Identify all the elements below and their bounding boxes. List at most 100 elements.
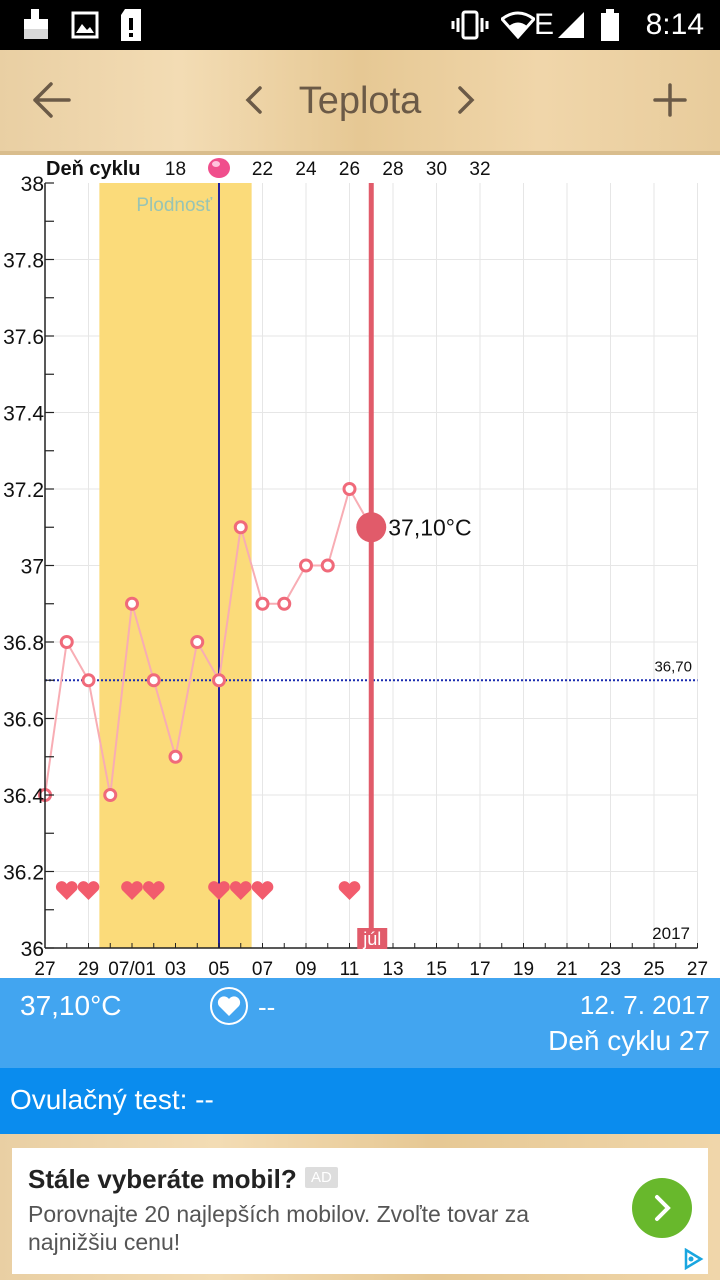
x-tick-label: 21 (556, 959, 577, 980)
x-tick-label: 27 (687, 959, 708, 980)
selected-date: 12. 7. 2017 (579, 990, 710, 1020)
cycle-day-label: Deň cyklu (46, 158, 140, 180)
ad-body[interactable]: Porovnajte 20 najlepších mobilov. Zvoľte… (28, 1201, 530, 1255)
ovulation-test-label: Ovulačný test: -- (10, 1084, 214, 1115)
x-tick-label: 07/01 (108, 959, 156, 980)
x-tick-label: 25 (643, 959, 664, 980)
plus-icon[interactable] (646, 75, 694, 125)
y-tick-label: 37.8 (3, 250, 44, 273)
temperature-point[interactable] (299, 558, 313, 573)
heart-icon[interactable] (210, 987, 248, 1025)
arrow-back-icon[interactable] (24, 75, 78, 125)
x-tick-label: 07 (252, 959, 273, 980)
y-tick-label: 38 (21, 173, 44, 196)
clock: 8:14 (645, 8, 704, 41)
ad-badge: AD (305, 1167, 338, 1188)
temperature-point[interactable] (168, 749, 183, 764)
y-tick-label: 37 (21, 556, 44, 579)
x-tick-label: 11 (340, 959, 360, 980)
chevron-right-icon[interactable] (632, 1178, 692, 1238)
current-temperature-label: 37,10°C (388, 514, 471, 540)
cycle-day: Deň cyklu 27 (548, 1025, 710, 1056)
temperature-point[interactable] (190, 635, 205, 649)
fertile-label: Plodnosť (136, 195, 213, 216)
temperature-point[interactable] (277, 596, 292, 611)
temperature-point[interactable] (233, 520, 248, 535)
y-tick-label: 36 (21, 938, 44, 961)
heart-icon (77, 881, 100, 900)
cycle-day-tick: 28 (382, 159, 403, 180)
temperature-line (44, 486, 373, 796)
heart-icon (229, 881, 252, 900)
app-header: Teplota (0, 50, 720, 155)
cycle-day-tick: 22 (252, 159, 273, 180)
x-tick-label: 23 (600, 959, 621, 980)
battery-icon (598, 8, 622, 42)
ovulation-test-bar[interactable]: Ovulačný test: -- (0, 1068, 720, 1134)
y-tick-label: 36.2 (3, 862, 44, 885)
x-tick-label: 05 (208, 959, 229, 980)
cycle-day-tick: 32 (469, 159, 490, 180)
temperature-point[interactable] (81, 673, 96, 688)
page-title: Teplota (298, 80, 422, 122)
fertile-window (99, 183, 252, 948)
x-tick-label: 15 (426, 959, 447, 980)
cycle-day-row (0, 155, 720, 183)
x-tick-label: 09 (295, 959, 316, 980)
month-label: júl (362, 929, 381, 949)
x-tick-label: 03 (165, 959, 186, 980)
coverline-label: 36,70 (654, 658, 692, 675)
selected-temperature: 37,10°C (20, 990, 122, 1021)
heart-icon (121, 881, 143, 900)
temperature-point[interactable] (59, 635, 74, 649)
ad-card[interactable]: Stále vyberáte mobil? AD Porovnajte 20 n… (12, 1148, 708, 1274)
x-tick-label: 13 (382, 959, 403, 980)
y-tick-label: 37.2 (3, 479, 44, 502)
heart-icon (251, 881, 274, 900)
y-tick-label: 36.4 (3, 785, 44, 808)
temperature-point[interactable] (146, 673, 161, 688)
image-icon (70, 8, 100, 42)
x-tick-label: 29 (78, 959, 99, 980)
ad-banner: Stále vyberáte mobil? AD Porovnajte 20 n… (0, 1134, 720, 1280)
vibrate-icon (450, 8, 490, 42)
temperature-point[interactable] (320, 558, 335, 573)
y-tick-label: 37.4 (3, 403, 44, 426)
month-badge (357, 928, 388, 949)
ad-title[interactable]: Stále vyberáte mobil? (28, 1164, 297, 1194)
temperature-point[interactable] (255, 596, 270, 611)
temperature-point[interactable] (212, 673, 226, 688)
network-e-icon: E (534, 8, 555, 41)
sd-card-alert-icon (118, 8, 144, 42)
day-info-bar[interactable]: 37,10°C -- 12. 7. 2017 Deň cyklu 27 (0, 978, 720, 1068)
cycle-day-tick: 24 (295, 159, 317, 180)
heart-icon (142, 881, 165, 900)
heart-icon (338, 881, 361, 900)
wifi-icon (500, 8, 536, 42)
ovulation-marker-highlight (212, 161, 220, 167)
ovulation-marker-icon (208, 158, 230, 178)
signal-icon (556, 8, 586, 42)
x-tick-label: 19 (513, 959, 534, 980)
chevron-right-icon[interactable] (448, 75, 484, 125)
chart-svg[interactable]: Plodnosť Deň cyklu 18 22 24 26 28 30 32 36,70 3… (0, 155, 720, 980)
heart-icon (55, 881, 78, 900)
cycle-day-tick: 26 (339, 159, 360, 180)
temperature-point[interactable] (125, 596, 139, 611)
x-tick-label: 17 (469, 959, 490, 980)
current-temperature-point[interactable] (356, 512, 387, 543)
year-label: 2017 (652, 924, 690, 943)
intercourse-value: -- (258, 992, 276, 1022)
temperature-point[interactable] (342, 482, 357, 496)
status-bar: E 8:14 (0, 0, 720, 50)
heart-icon (208, 881, 230, 900)
y-tick-label: 37.6 (3, 326, 44, 349)
cycle-day-tick: 18 (165, 159, 186, 180)
cycle-day-tick: 30 (426, 159, 447, 180)
temperature-point[interactable] (103, 788, 118, 802)
adchoices-icon[interactable] (680, 1246, 706, 1272)
x-tick-label: 27 (34, 959, 55, 980)
y-tick-label: 36.6 (3, 709, 44, 732)
chevron-left-icon[interactable] (236, 75, 272, 125)
temperature-chart[interactable]: Plodnosť Deň cyklu 18 22 24 26 28 30 32 36,70 3… (0, 155, 720, 980)
